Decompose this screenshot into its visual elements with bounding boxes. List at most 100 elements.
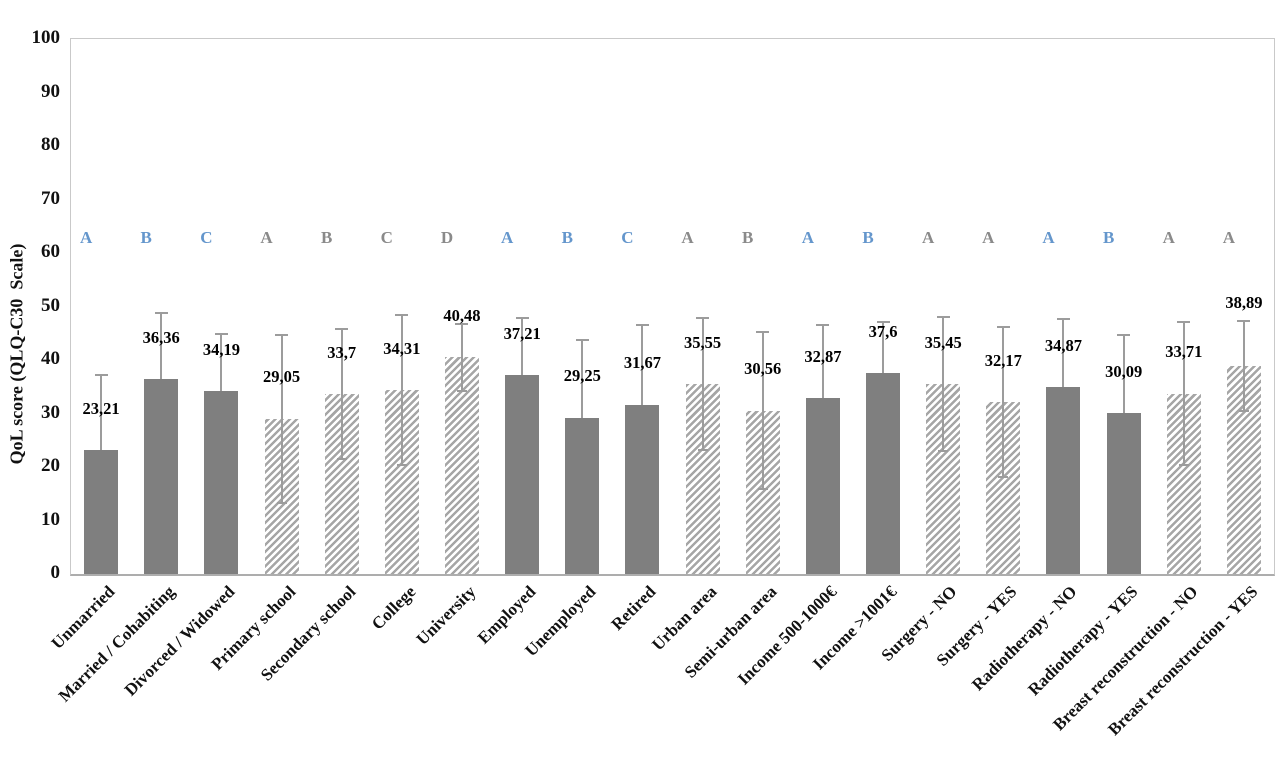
error-bar-cap-top <box>335 327 349 330</box>
x-axis-label: Married / Cohabiting <box>55 582 179 706</box>
y-axis-tick: 50 <box>41 294 60 316</box>
error-bar-cap-top <box>575 338 589 341</box>
error-bar <box>761 331 764 490</box>
value-label: 32,17 <box>984 350 1022 370</box>
bar <box>565 417 600 574</box>
error-bar-cap-bottom <box>998 475 1009 478</box>
error-bar-cap-bottom <box>1178 464 1189 467</box>
significance-letter: B <box>561 228 573 247</box>
value-label: 37,6 <box>868 321 898 341</box>
value-label: 23,21 <box>82 398 120 418</box>
y-axis-tick: 80 <box>41 134 60 155</box>
error-bar-cap-top <box>275 333 289 336</box>
significance-letter: B <box>321 228 333 247</box>
value-label: 34,87 <box>1044 336 1083 356</box>
bar <box>84 449 119 574</box>
value-label: 31,67 <box>623 353 661 373</box>
value-label: 36,36 <box>142 328 180 348</box>
x-axis-label: Divorced / Widowed <box>121 582 239 700</box>
error-bar <box>1062 318 1065 388</box>
significance-letter: C <box>380 228 393 247</box>
error-bar-cap-top <box>455 323 469 326</box>
error-bar-cap-top <box>1237 319 1251 322</box>
significance-letter: A <box>1162 228 1175 247</box>
significance-letter: A <box>681 228 694 247</box>
bar <box>1046 387 1081 574</box>
value-label: 34,31 <box>383 339 421 359</box>
error-bar-cap-bottom <box>757 487 768 490</box>
value-label: 29,25 <box>563 366 601 386</box>
y-axis-tick: 90 <box>41 80 60 102</box>
significance-letter: B <box>1102 228 1115 247</box>
y-axis-tick: 100 <box>31 27 61 48</box>
error-bar-cap-top <box>94 373 108 376</box>
error-bar <box>1182 320 1185 467</box>
error-bar-cap-top <box>635 324 649 327</box>
x-axis-label: University <box>412 582 480 649</box>
error-bar <box>521 317 524 375</box>
error-bar <box>340 327 343 460</box>
x-axis-label: Radiotherapy - NO <box>968 582 1081 695</box>
value-label: 34,19 <box>202 339 240 359</box>
error-bar-cap-bottom <box>938 450 949 453</box>
significance-letter: A <box>922 228 935 247</box>
error-bar-cap-top <box>154 312 168 315</box>
significance-letter: A <box>982 228 995 247</box>
error-bar-cap-bottom <box>336 457 347 460</box>
error-bar-cap-bottom <box>276 501 287 504</box>
value-label: 35,45 <box>924 333 962 353</box>
bar <box>1106 413 1141 574</box>
significance-letter: B <box>742 228 754 247</box>
error-bar-cap-top <box>936 316 950 319</box>
error-bar-cap-top <box>1117 334 1131 337</box>
y-axis-tick: 30 <box>41 401 60 423</box>
error-bar-cap-top <box>996 325 1010 328</box>
error-bar <box>701 316 704 451</box>
bar <box>625 404 660 574</box>
error-bar <box>1122 334 1125 414</box>
error-bar-cap-top <box>395 314 409 317</box>
value-label: 37,21 <box>503 323 541 343</box>
error-bar-cap-top <box>816 324 830 327</box>
y-axis-tick: 60 <box>41 241 60 262</box>
significance-letter: D <box>440 228 454 247</box>
significance-letter: A <box>1042 228 1055 247</box>
error-bar <box>1002 325 1005 478</box>
x-axis-label: College <box>367 582 420 634</box>
significance-letter: C <box>200 228 213 247</box>
error-bar-cap-bottom <box>456 389 467 392</box>
error-bar <box>1242 319 1245 412</box>
y-axis-tick: 40 <box>41 348 60 369</box>
significance-letter: A <box>500 228 514 247</box>
y-axis-tick: 70 <box>41 187 60 209</box>
error-bar <box>160 312 163 380</box>
significance-letter: A <box>260 228 273 247</box>
value-label: 33,7 <box>327 342 357 362</box>
error-bar <box>280 333 283 504</box>
value-label: 35,55 <box>684 332 722 352</box>
value-label: 30,56 <box>744 359 782 379</box>
error-bar-cap-bottom <box>1238 409 1249 412</box>
plot-area: 23,21 A 36,36 B 34,19 C 29,05 A 33,7 B 34,31 C 40,48… <box>70 38 1275 576</box>
value-label: 40,48 <box>443 306 481 326</box>
error-bar-cap-top <box>876 320 890 323</box>
error-bar <box>581 338 584 418</box>
bar <box>805 398 840 574</box>
error-bar-cap-bottom <box>396 464 407 467</box>
error-bar-cap-top <box>515 317 529 320</box>
error-bar <box>942 316 945 453</box>
bar <box>204 391 239 574</box>
error-bar-cap-top <box>756 331 770 334</box>
significance-letter: A <box>801 228 815 247</box>
y-axis-tick: 0 <box>50 562 61 583</box>
significance-letter: B <box>140 228 152 247</box>
bar <box>505 374 540 574</box>
error-bar <box>400 314 403 467</box>
x-axis-label: Retired <box>607 582 660 634</box>
error-bar-cap-top <box>214 333 228 336</box>
value-label: 29,05 <box>262 367 301 387</box>
error-bar-cap-bottom <box>697 448 708 451</box>
value-label: 33,71 <box>1165 342 1203 362</box>
error-bar <box>460 323 463 392</box>
